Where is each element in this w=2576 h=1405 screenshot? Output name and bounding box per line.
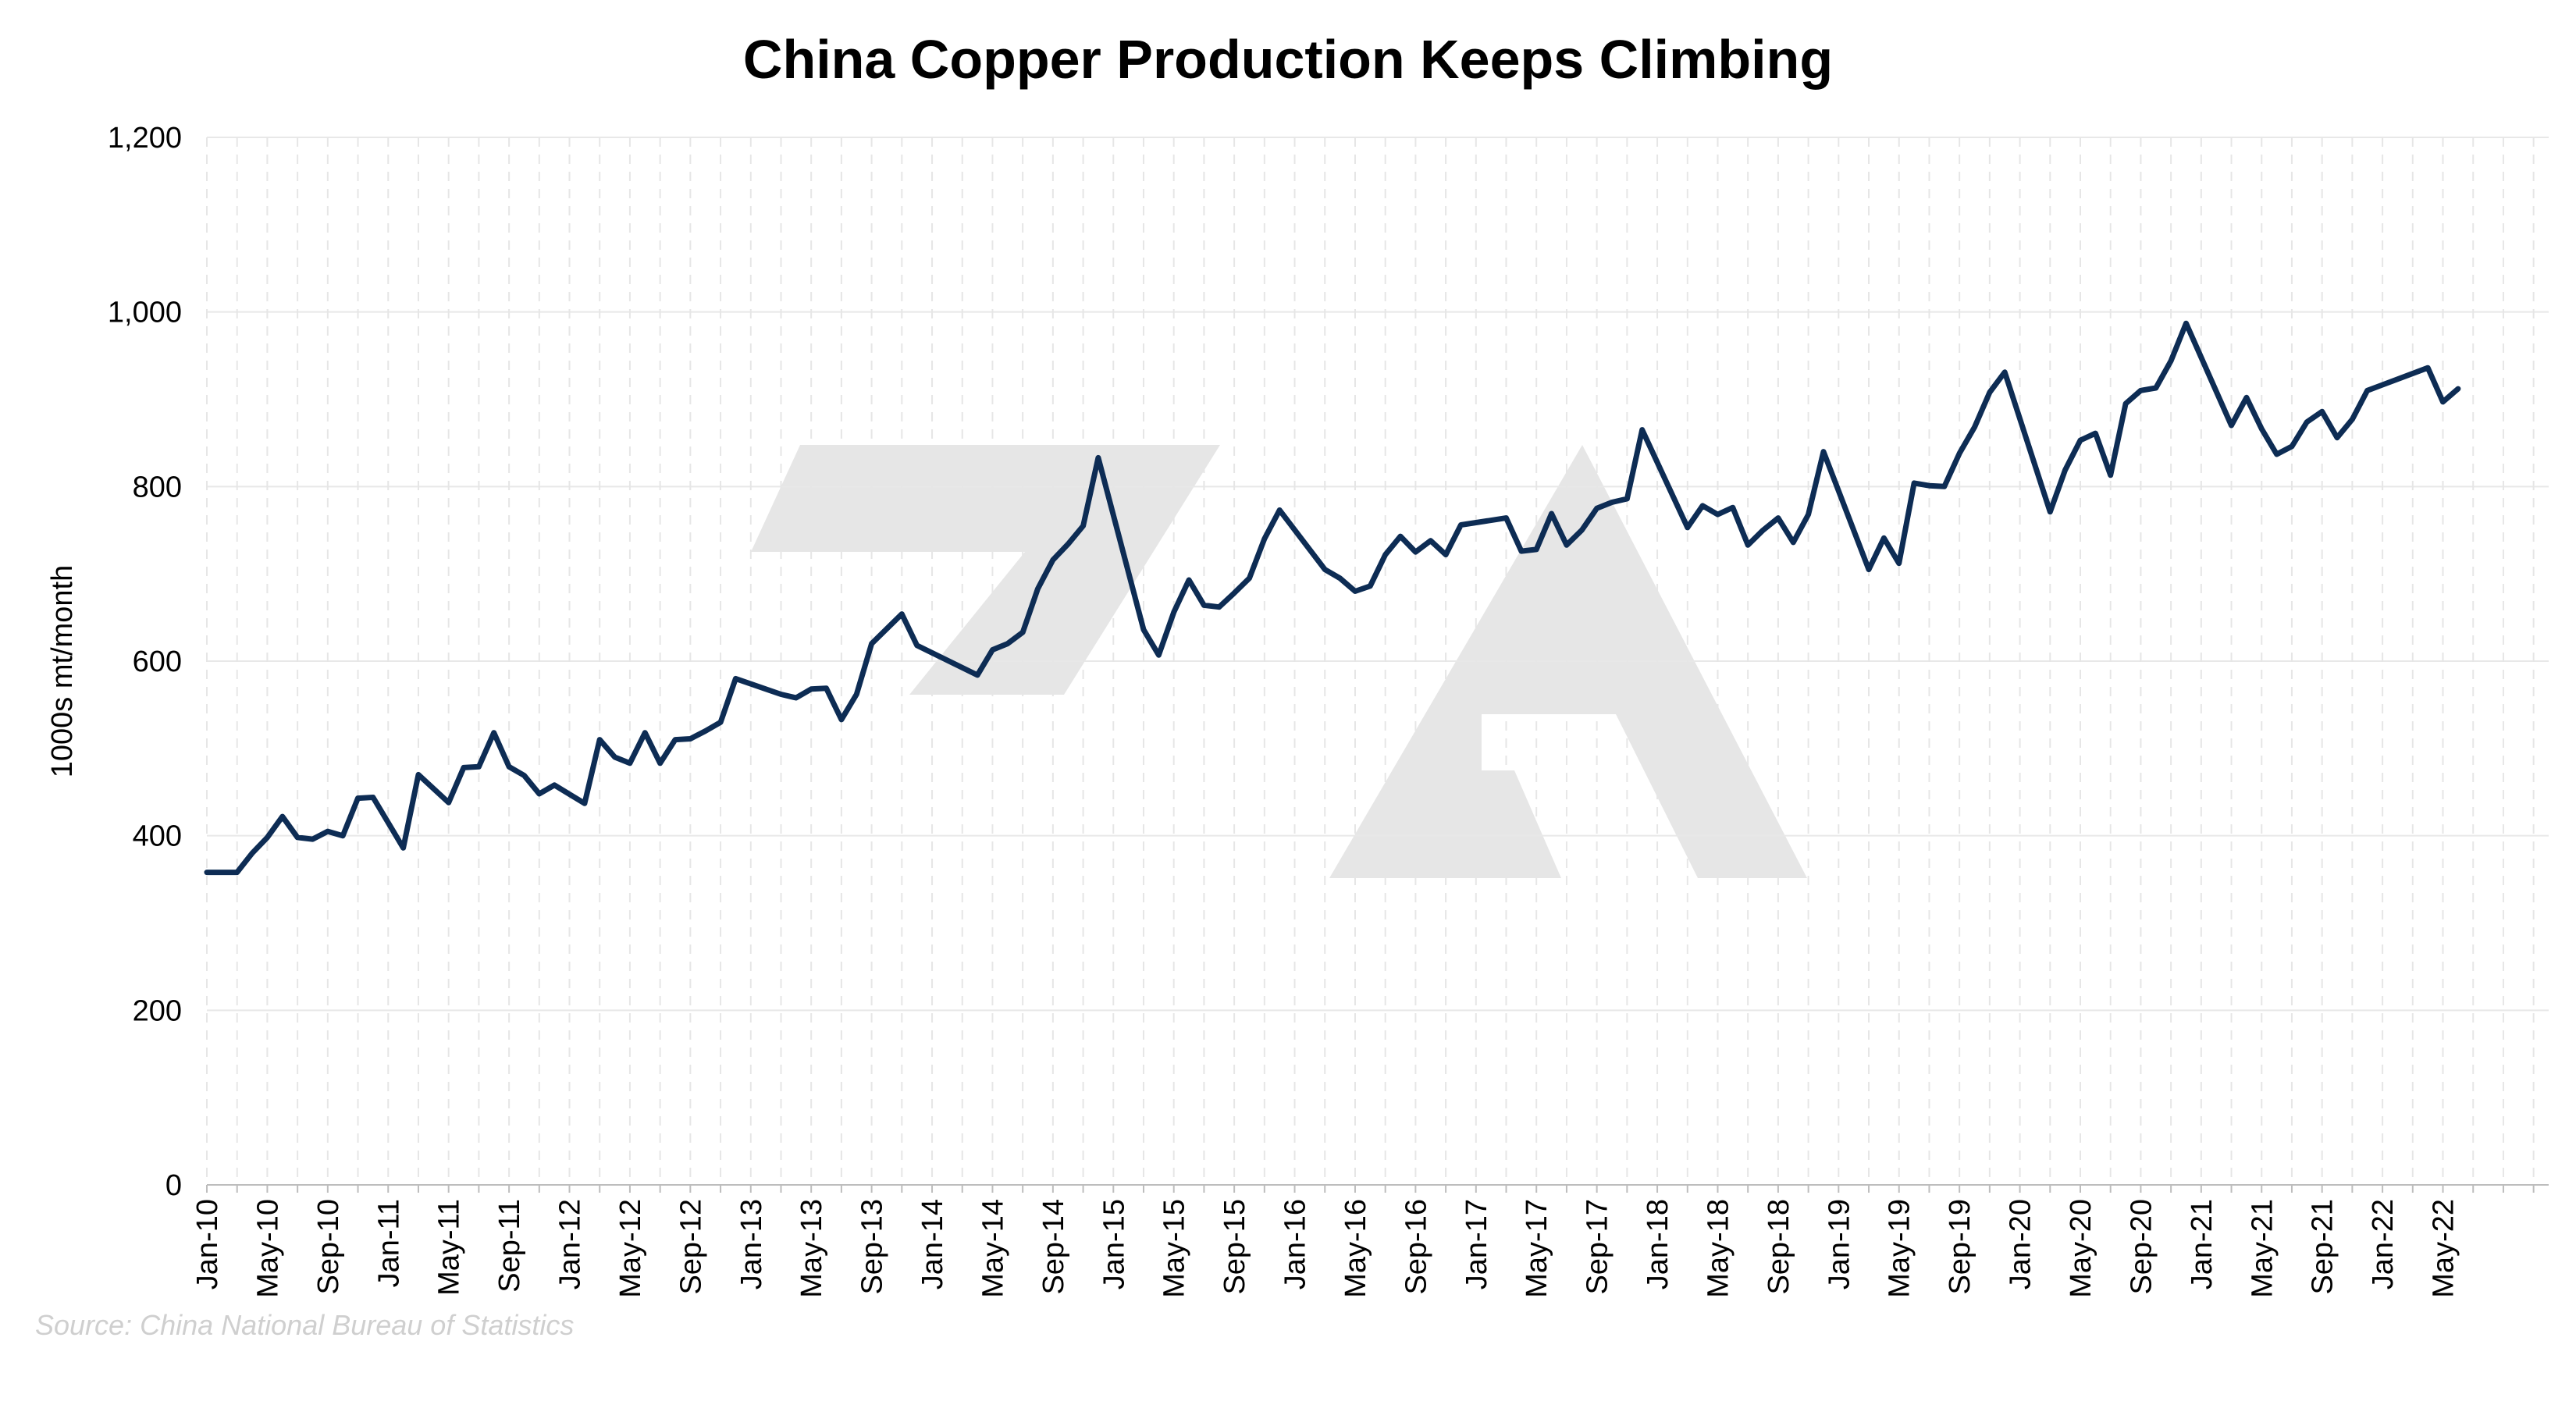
x-tick-label: May-14 xyxy=(977,1199,1009,1298)
y-tick-label: 1,000 xyxy=(108,297,182,329)
x-tick-label: Sep-16 xyxy=(1400,1199,1432,1295)
x-tick-label: Jan-14 xyxy=(916,1199,949,1289)
x-tick-label: May-22 xyxy=(2428,1199,2460,1298)
x-tick-label: Jan-11 xyxy=(372,1199,405,1287)
y-tick-label: 800 xyxy=(133,471,182,503)
x-tick-label: May-18 xyxy=(1702,1199,1735,1298)
y-tick-label: 200 xyxy=(133,994,182,1027)
x-tick-label: May-13 xyxy=(795,1199,828,1298)
y-tick-label: 400 xyxy=(133,820,182,853)
x-tick-label: May-10 xyxy=(251,1199,284,1298)
x-tick-label: Sep-15 xyxy=(1219,1199,1251,1295)
x-tick-label: Sep-21 xyxy=(2307,1199,2339,1295)
x-tick-label: Sep-19 xyxy=(1944,1199,1976,1295)
y-axis-ticks: 0 200 400 600 800 1,000 1,200 xyxy=(108,122,182,1202)
y-tick-label: 600 xyxy=(133,646,182,678)
x-tick-label: May-17 xyxy=(1521,1199,1553,1298)
x-tick-label: Jan-17 xyxy=(1461,1199,1493,1289)
series-line xyxy=(204,320,2461,876)
source-note: Source: China National Bureau of Statist… xyxy=(35,1309,574,1341)
x-tick-label: Jan-22 xyxy=(2367,1199,2400,1289)
x-tick-label: Sep-18 xyxy=(1763,1199,1795,1295)
x-tick-label: Sep-17 xyxy=(1582,1199,1614,1295)
x-tick-label: Jan-20 xyxy=(2005,1199,2037,1289)
x-tick-label: May-12 xyxy=(614,1199,647,1298)
x-tick-label: Jan-15 xyxy=(1098,1199,1130,1289)
y-axis-label: 1000s mt/month xyxy=(46,565,79,777)
chart-grid xyxy=(206,137,2549,1186)
x-tick-label: Jan-18 xyxy=(1642,1199,1674,1289)
x-tick-label: Jan-13 xyxy=(735,1199,768,1289)
x-tick-label: May-15 xyxy=(1158,1199,1191,1298)
x-tick-label: Jan-12 xyxy=(554,1199,587,1289)
x-tick-label: Sep-13 xyxy=(856,1199,889,1295)
x-tick-label: Jan-16 xyxy=(1279,1199,1312,1289)
x-tick-label: Jan-19 xyxy=(1823,1199,1856,1289)
x-tick-label: May-19 xyxy=(1884,1199,1916,1298)
x-tick-label: Sep-11 xyxy=(493,1199,526,1293)
x-tick-label: Sep-14 xyxy=(1037,1199,1070,1295)
x-tick-label: May-11 xyxy=(433,1199,466,1296)
x-tick-label: Sep-20 xyxy=(2125,1199,2158,1295)
y-tick-label: 1,200 xyxy=(108,122,182,155)
x-tick-label: Sep-10 xyxy=(312,1199,345,1295)
y-tick-label: 0 xyxy=(165,1169,182,1202)
x-axis: Jan-10 May-10 Sep-10 Jan-11 May-11 Sep-11 Jan-… xyxy=(191,1184,2549,1298)
x-tick-label: May-16 xyxy=(1340,1199,1372,1298)
x-tick-label: Jan-10 xyxy=(191,1199,224,1289)
x-tick-label: Sep-12 xyxy=(674,1199,707,1295)
x-tick-label: May-21 xyxy=(2246,1199,2279,1298)
chart-title: China Copper Production Keeps Climbing xyxy=(743,29,1833,90)
x-tick-label: May-20 xyxy=(2065,1199,2097,1298)
x-tick-label: Jan-21 xyxy=(2186,1199,2218,1289)
